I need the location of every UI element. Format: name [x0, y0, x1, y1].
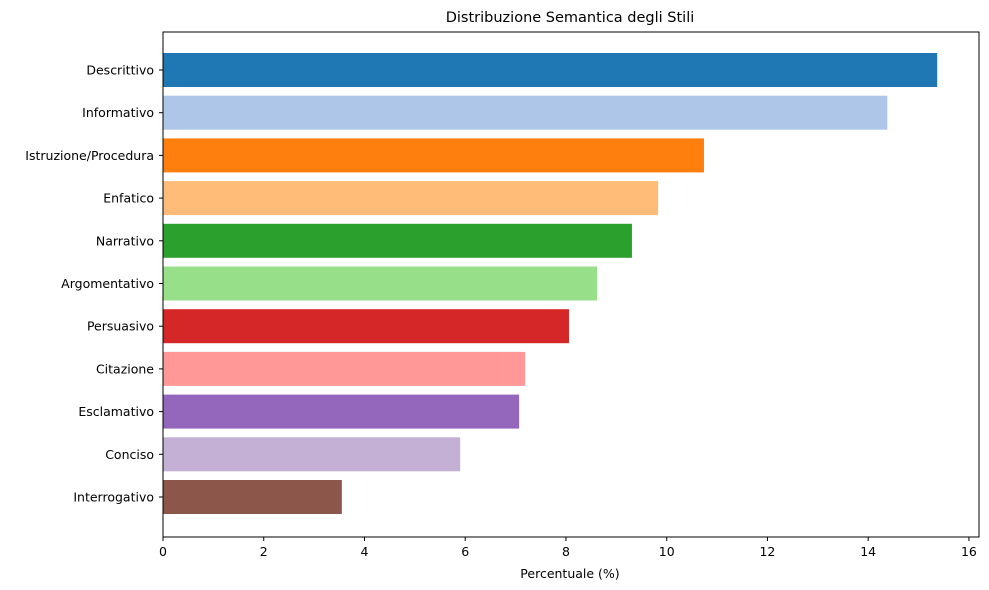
x-tick-label: 6 — [461, 544, 469, 559]
category-label: Citazione — [96, 361, 154, 376]
category-label: Argomentativo — [61, 276, 154, 291]
bar-conciso — [163, 437, 461, 472]
x-tick-label: 12 — [759, 544, 775, 559]
x-axis-ticks: 0 2 4 6 8 10 12 14 16 — [159, 537, 977, 559]
category-label: Enfatico — [103, 191, 154, 206]
bar-citazione — [163, 351, 526, 386]
category-label: Informativo — [82, 105, 154, 120]
x-tick-label: 2 — [260, 544, 268, 559]
x-tick-label: 16 — [961, 544, 977, 559]
x-tick-label: 0 — [159, 544, 167, 559]
bar-narrativo — [163, 223, 632, 258]
category-label: Conciso — [105, 447, 154, 462]
bars-layer — [163, 53, 938, 514]
category-label: Narrativo — [96, 233, 154, 248]
bar-enfatico — [163, 181, 659, 216]
plot-frame — [162, 31, 980, 538]
x-axis-label: Percentuale (%) — [520, 566, 619, 581]
bar-istruzione-procedura — [163, 138, 704, 173]
chart-title: Distribuzione Semantica degli Stili — [446, 10, 695, 26]
x-tick-label: 8 — [562, 544, 570, 559]
category-label: Descrittivo — [86, 63, 154, 78]
bar-argomentativo — [163, 266, 598, 301]
category-labels: Descrittivo Informativo Istruzione/Procedu… — [25, 63, 163, 505]
category-label: Interrogativo — [73, 490, 154, 505]
x-tick-label: 10 — [659, 544, 675, 559]
bar-informativo — [163, 95, 888, 130]
bar-esclamativo — [163, 394, 520, 429]
bar-descrittivo — [163, 53, 938, 87]
category-label: Istruzione/Procedura — [25, 148, 154, 163]
category-label: Persuasivo — [87, 319, 154, 334]
category-label: Esclamativo — [78, 404, 154, 419]
bar-interrogativo — [163, 480, 342, 514]
x-tick-label: 4 — [361, 544, 369, 559]
bar-persuasivo — [163, 309, 569, 344]
x-tick-label: 14 — [860, 544, 876, 559]
